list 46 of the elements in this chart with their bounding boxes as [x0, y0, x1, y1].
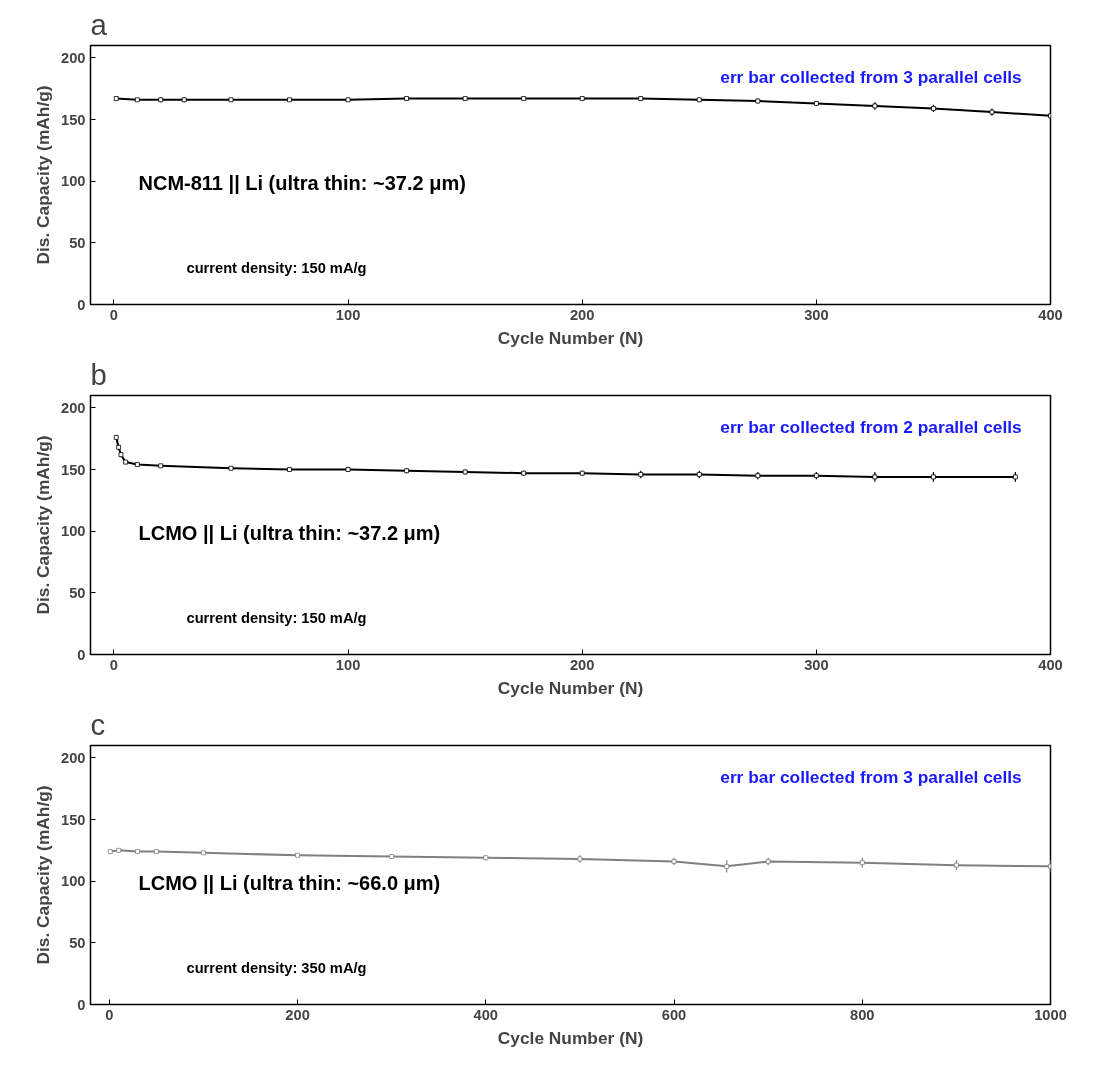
annotation: current density: 150 mA/g — [186, 610, 367, 627]
annotation: current density: 350 mA/g — [186, 960, 367, 977]
y-tick-label: 200 — [61, 399, 86, 416]
x-tick-label: 300 — [804, 656, 829, 673]
x-tick-label: 200 — [569, 656, 595, 673]
y-tick-label: 100 — [61, 523, 86, 540]
annotation: err bar collected from 3 parallel cells — [720, 766, 1022, 787]
y-tick-label: 50 — [69, 234, 86, 251]
x-tick-label: 0 — [109, 656, 118, 673]
y-tick-label: 150 — [61, 811, 86, 828]
x-tick-label: 400 — [1038, 306, 1063, 323]
x-axis-title: Cycle Number (N) — [497, 677, 644, 698]
y-tick-label: 150 — [61, 461, 86, 478]
x-tick-label: 100 — [335, 656, 361, 673]
x-tick-label: 400 — [1038, 656, 1063, 673]
chart-title: a — [90, 7, 108, 41]
x-tick-label: 100 — [335, 306, 361, 323]
chart-title: b — [90, 357, 107, 391]
y-tick-label: 200 — [61, 49, 86, 66]
y-tick-label: 100 — [61, 873, 86, 890]
x-tick-label: 1000 — [1034, 1006, 1067, 1023]
y-tick-label: 50 — [69, 934, 86, 951]
x-tick-label: 600 — [661, 1006, 687, 1023]
annotation: NCM-811 || Li (ultra thin: ~37.2 μm) — [138, 171, 466, 194]
y-tick-label: 50 — [69, 584, 86, 601]
y-tick-label: 150 — [61, 111, 86, 128]
y-tick-label: 100 — [61, 173, 86, 190]
y-tick-label: 200 — [61, 749, 86, 766]
y-axis-title: Dis. Capacity (mAh/g) — [33, 435, 54, 615]
x-tick-label: 200 — [285, 1006, 310, 1023]
annotation: err bar collected from 2 parallel cells — [720, 416, 1022, 437]
x-axis-title: Cycle Number (N) — [497, 327, 644, 348]
annotation: current density: 150 mA/g — [186, 260, 367, 277]
chart-title: c — [90, 707, 106, 741]
x-tick-label: 400 — [473, 1006, 499, 1023]
y-axis-title: Dis. Capacity (mAh/g) — [33, 785, 54, 965]
annotation: LCMO || Li (ultra thin: ~66.0 μm) — [138, 871, 441, 894]
annotation: err bar collected from 3 parallel cells — [720, 66, 1022, 87]
x-tick-label: 800 — [850, 1006, 875, 1023]
annotation: LCMO || Li (ultra thin: ~37.2 μm) — [138, 521, 441, 544]
x-tick-label: 0 — [109, 306, 118, 323]
x-tick-label: 300 — [804, 306, 829, 323]
x-tick-label: 200 — [569, 306, 595, 323]
x-axis-title: Cycle Number (N) — [497, 1027, 644, 1048]
y-axis-title: Dis. Capacity (mAh/g) — [33, 85, 54, 265]
x-tick-label: 0 — [105, 1006, 114, 1023]
